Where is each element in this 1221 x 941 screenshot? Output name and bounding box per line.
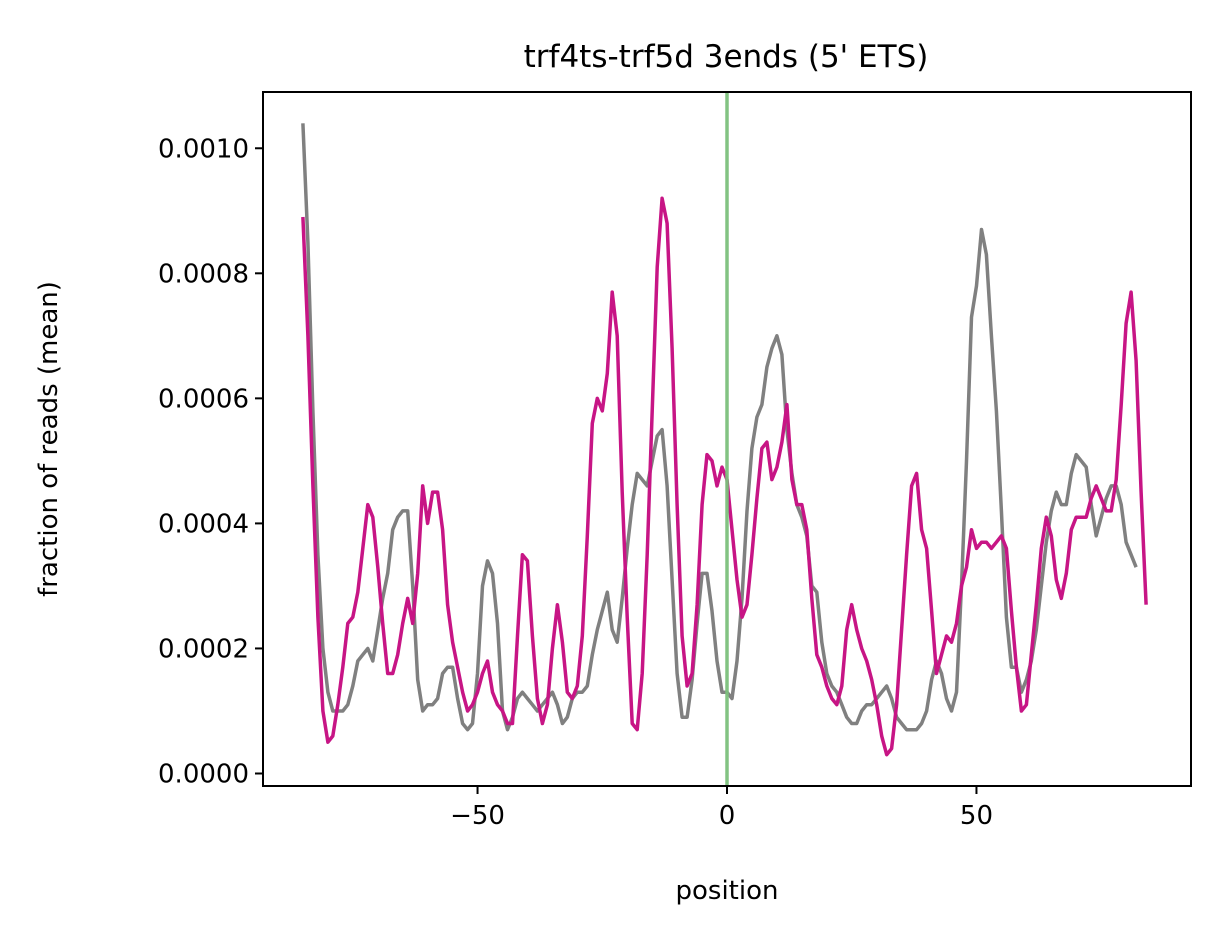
x-tick-label: 50 — [960, 801, 993, 831]
series-line-1 — [301, 123, 1138, 732]
series-line-2 — [301, 196, 1148, 757]
y-axis-label: fraction of reads (mean) — [34, 281, 64, 597]
y-tick-label: 0.0000 — [158, 759, 249, 789]
y-tick-label: 0.0004 — [158, 509, 249, 539]
y-tick-label: 0.0006 — [158, 384, 249, 414]
y-tick-label: 0.0010 — [158, 134, 249, 164]
y-tick-label: 0.0002 — [158, 634, 249, 664]
chart-title: trf4ts-trf5d 3ends (5' ETS) — [524, 39, 929, 75]
x-axis-ticks: −50 0 50 — [450, 786, 993, 831]
series-layer — [301, 123, 1148, 757]
y-axis-ticks: 0.0000 0.0002 0.0004 0.0006 0.0008 0.0010 — [158, 134, 263, 789]
x-tick-label: 0 — [719, 801, 736, 831]
x-tick-label: −50 — [450, 801, 505, 831]
y-tick-label: 0.0008 — [158, 259, 249, 289]
x-axis-label: position — [676, 876, 779, 906]
